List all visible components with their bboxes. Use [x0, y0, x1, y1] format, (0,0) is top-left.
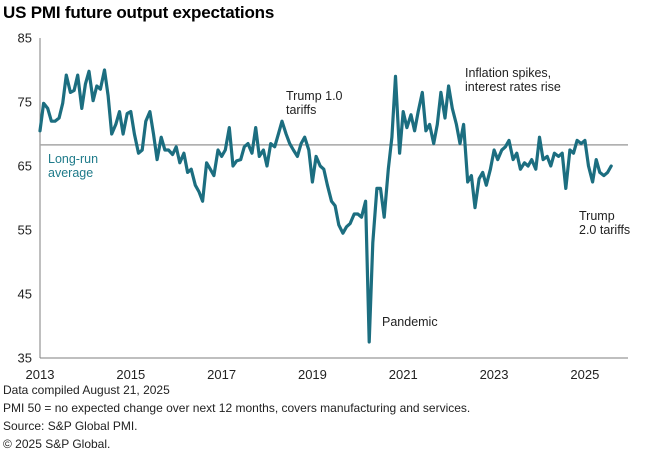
annotation-trump-2: Trump 2.0 tariffs: [579, 209, 630, 237]
annotation-inflation: Inflation spikes, interest rates rise: [465, 66, 561, 94]
footer-date: Data compiled August 21, 2025: [3, 383, 170, 397]
footer-note: PMI 50 = no expected change over next 12…: [3, 401, 471, 415]
x-tick-label: 2025: [570, 367, 599, 382]
x-axis-ticks: 2013 2015 2017 2019 2021 2023 2025: [26, 367, 600, 382]
y-axis-ticks: 35 45 55 65 75 85: [18, 31, 32, 366]
x-tick-label: 2021: [389, 367, 418, 382]
chart-title: US PMI future output expectations: [3, 3, 275, 22]
annotations: Long-run average Trump 1.0 tariffs Inflation…: [48, 66, 630, 329]
series-line: [38, 68, 613, 344]
footer-source: Source: S&P Global PMI.: [3, 419, 138, 433]
y-tick-label: 35: [18, 351, 32, 366]
y-tick-label: 75: [18, 95, 32, 110]
x-tick-label: 2015: [116, 367, 145, 382]
footer-copyright: © 2025 S&P Global.: [3, 437, 111, 451]
x-tick-label: 2019: [298, 367, 327, 382]
y-tick-label: 85: [18, 31, 32, 46]
x-tick-label: 2023: [480, 367, 509, 382]
annotation-trump-1: Trump 1.0 tariffs: [286, 89, 343, 117]
x-tick-label: 2017: [207, 367, 236, 382]
y-tick-label: 55: [18, 223, 32, 238]
y-tick-label: 45: [18, 287, 32, 302]
y-tick-label: 65: [18, 159, 32, 174]
long-run-average-label: Long-run average: [48, 152, 98, 180]
x-tick-label: 2013: [26, 367, 55, 382]
annotation-pandemic: Pandemic: [382, 315, 438, 329]
